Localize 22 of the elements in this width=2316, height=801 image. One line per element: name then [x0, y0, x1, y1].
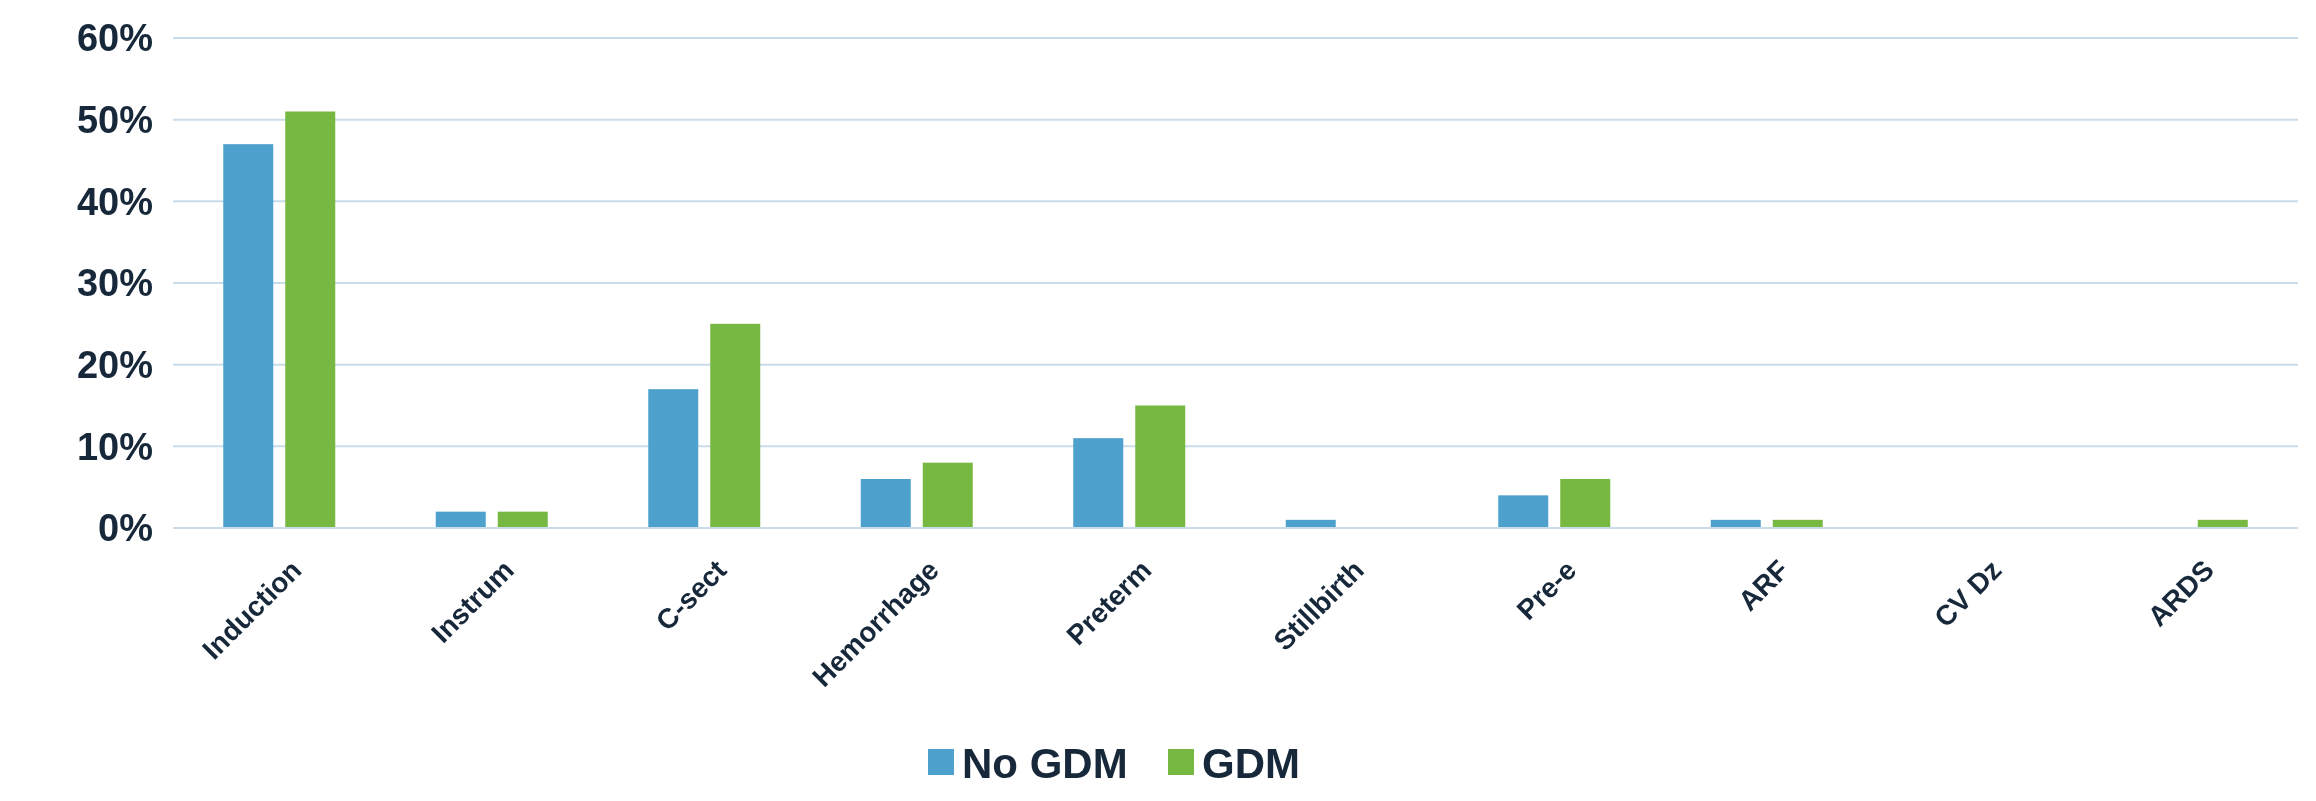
y-tick-label: 60%: [76, 17, 153, 60]
bar: [497, 511, 548, 528]
x-tick-label: CV Dz: [1928, 554, 2008, 634]
bar: [648, 389, 699, 528]
y-tick-label: 40%: [76, 180, 153, 223]
bar: [860, 479, 911, 528]
y-tick-label: 0%: [98, 507, 153, 550]
legend-label: GDM: [1202, 739, 1300, 787]
bar: [223, 144, 274, 528]
bar: [710, 323, 761, 528]
bar: [1135, 405, 1186, 528]
y-tick-label: 10%: [76, 425, 153, 468]
bar: [285, 111, 336, 528]
bar: [435, 511, 486, 528]
bar: [1073, 438, 1124, 528]
y-tick-label: 50%: [76, 98, 153, 141]
y-tick-label: 30%: [76, 262, 153, 305]
legend-label: No GDM: [962, 739, 1128, 787]
bar: [1560, 479, 1611, 528]
y-tick-label: 20%: [76, 343, 153, 386]
bar: [1498, 495, 1549, 528]
bar: [922, 462, 973, 528]
